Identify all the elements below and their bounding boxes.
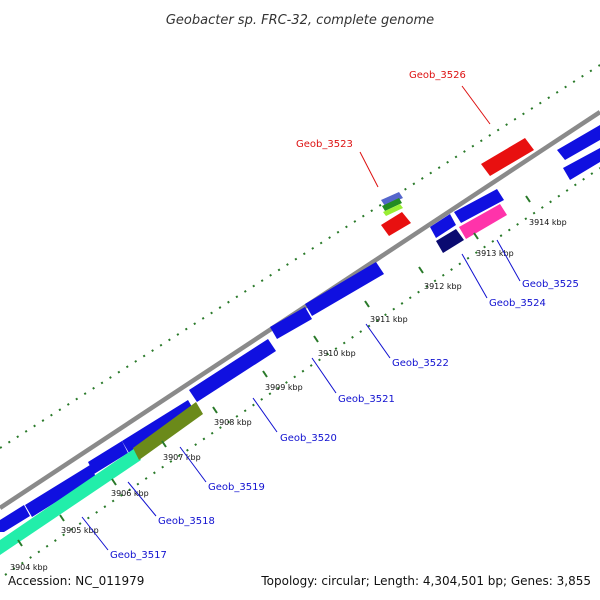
- gene-label-geob-3524[interactable]: Geob_3524: [489, 298, 546, 309]
- kbp-label-3906: 3906 kbp: [111, 489, 149, 498]
- gene-geob-3523[interactable]: [381, 212, 411, 236]
- kbp-tick-marks: [17, 195, 531, 547]
- kbp-label-3914: 3914 kbp: [529, 218, 567, 227]
- gene-block-a[interactable]: [0, 505, 30, 532]
- gene-geob-3523-bar-3[interactable]: [383, 204, 403, 216]
- gene-geob-3522[interactable]: [305, 262, 384, 316]
- gene-label-geob-3526[interactable]: Geob_3526: [409, 70, 466, 81]
- gene-geob-3525-upper[interactable]: [454, 189, 504, 223]
- gene-geob-3517[interactable]: [0, 448, 141, 555]
- gene-label-geob-3521[interactable]: Geob_3521: [338, 394, 395, 405]
- gene-label-geob-3523[interactable]: Geob_3523: [296, 139, 353, 150]
- kbp-label-3904: 3904 kbp: [10, 563, 48, 572]
- gene-geob-3519[interactable]: [122, 400, 195, 453]
- inner-tick-ring: [4, 167, 600, 576]
- accession-text: Accession: NC_011979: [8, 574, 144, 588]
- gene-label-geob-3519[interactable]: Geob_3519: [208, 482, 265, 493]
- gene-geob-3524-upper[interactable]: [430, 214, 456, 238]
- kbp-label-3911: 3911 kbp: [370, 315, 408, 324]
- gene-label-geob-3517[interactable]: Geob_3517: [110, 550, 167, 561]
- gene-geob-3523-bar-2[interactable]: [382, 198, 402, 211]
- reverse-strand-genes: [0, 148, 600, 555]
- gene-geob-3521[interactable]: [270, 307, 312, 339]
- gene-label-geob-3522[interactable]: Geob_3522: [392, 358, 449, 369]
- kbp-label-3908: 3908 kbp: [214, 418, 252, 427]
- kbp-label-3905: 3905 kbp: [61, 526, 99, 535]
- topology-summary: Topology: circular; Length: 4,304,501 bp…: [260, 574, 591, 588]
- kbp-label-3913: 3913 kbp: [476, 249, 514, 258]
- gene-label-geob-3520[interactable]: Geob_3520: [280, 433, 337, 444]
- gene-geob-3526[interactable]: [481, 138, 534, 176]
- map-title: Geobacter sp. FRC-32, complete genome: [166, 13, 434, 28]
- kbp-label-3912: 3912 kbp: [424, 282, 462, 291]
- kbp-label-3910: 3910 kbp: [318, 349, 356, 358]
- gene-label-geob-3518[interactable]: Geob_3518: [158, 516, 215, 527]
- gene-block-c[interactable]: [88, 441, 128, 474]
- gene-geob-3518[interactable]: [133, 402, 203, 460]
- gene-geob-3525[interactable]: [459, 204, 507, 239]
- kbp-label-3907: 3907 kbp: [163, 453, 201, 462]
- kbp-label-3909: 3909 kbp: [265, 383, 303, 392]
- leader-lines: [81, 85, 521, 551]
- gene-block-b[interactable]: [25, 465, 96, 517]
- gene-geob-3524[interactable]: [436, 229, 464, 253]
- gene-reverse-edge[interactable]: [563, 148, 600, 180]
- forward-strand-genes: [381, 125, 600, 236]
- gene-geob-3523-bar-1[interactable]: [381, 192, 403, 206]
- gene-forward-edge[interactable]: [557, 125, 600, 160]
- gene-geob-3520[interactable]: [189, 339, 276, 402]
- gene-label-geob-3525[interactable]: Geob_3525: [522, 279, 579, 290]
